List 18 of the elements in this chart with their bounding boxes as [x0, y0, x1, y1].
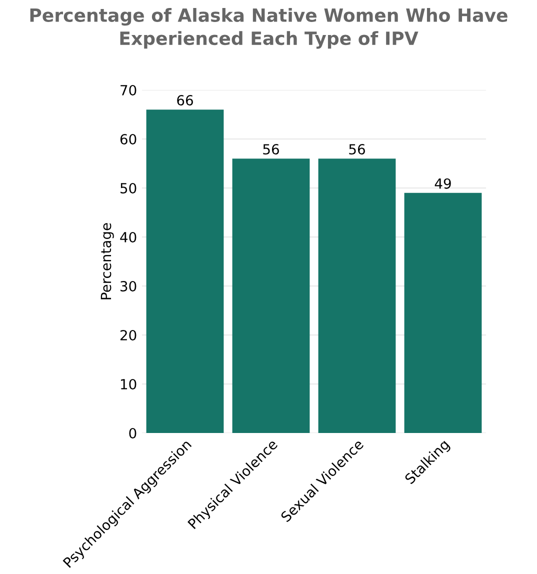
y-tick-label: 40: [120, 232, 136, 242]
chart-title: Percentage of Alaska Native Women Who Have Experienced Each Type of IPV: [30, 8, 508, 49]
y-tick-label: 20: [120, 330, 136, 340]
data-label: 56: [263, 144, 279, 155]
data-label: 56: [349, 144, 365, 155]
data-label: 66: [177, 95, 193, 106]
y-tick-label: 70: [120, 84, 136, 96]
bar: [318, 158, 396, 433]
y-axis-title: Percentage: [100, 223, 114, 300]
y-tick-label: 30: [120, 280, 136, 292]
y-tick-label: 50: [120, 182, 136, 194]
y-tick-label: 0: [129, 428, 136, 438]
data-label: 49: [434, 178, 451, 189]
bar: [146, 110, 224, 433]
bar: [404, 192, 482, 433]
y-tick-label: 10: [120, 378, 136, 390]
y-tick-label: 60: [120, 134, 136, 144]
bar: [232, 158, 310, 433]
